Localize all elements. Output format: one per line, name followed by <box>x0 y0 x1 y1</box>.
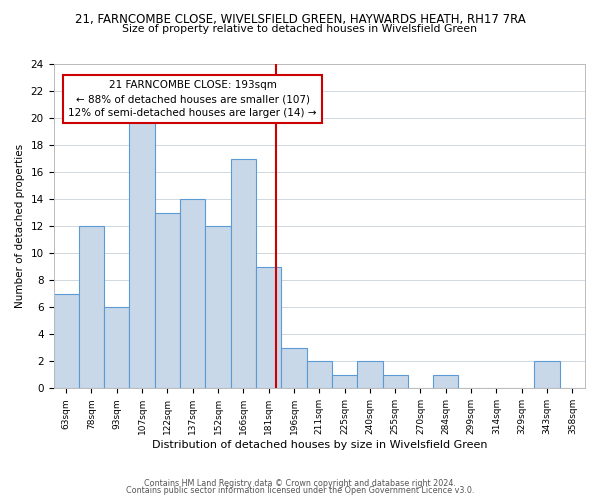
Bar <box>104 308 130 388</box>
Text: Contains HM Land Registry data © Crown copyright and database right 2024.: Contains HM Land Registry data © Crown c… <box>144 478 456 488</box>
Bar <box>230 158 256 388</box>
Bar <box>357 362 383 388</box>
Bar <box>256 266 281 388</box>
Bar <box>383 375 408 388</box>
Bar <box>205 226 230 388</box>
Bar <box>130 118 155 388</box>
X-axis label: Distribution of detached houses by size in Wivelsfield Green: Distribution of detached houses by size … <box>152 440 487 450</box>
Text: 21 FARNCOMBE CLOSE: 193sqm
← 88% of detached houses are smaller (107)
12% of sem: 21 FARNCOMBE CLOSE: 193sqm ← 88% of deta… <box>68 80 317 118</box>
Bar <box>433 375 458 388</box>
Bar <box>332 375 357 388</box>
Bar <box>53 294 79 388</box>
Bar <box>180 199 205 388</box>
Bar <box>535 362 560 388</box>
Bar <box>79 226 104 388</box>
Text: 21, FARNCOMBE CLOSE, WIVELSFIELD GREEN, HAYWARDS HEATH, RH17 7RA: 21, FARNCOMBE CLOSE, WIVELSFIELD GREEN, … <box>74 12 526 26</box>
Text: Contains public sector information licensed under the Open Government Licence v3: Contains public sector information licen… <box>126 486 474 495</box>
Bar <box>307 362 332 388</box>
Text: Size of property relative to detached houses in Wivelsfield Green: Size of property relative to detached ho… <box>122 24 478 34</box>
Bar <box>155 212 180 388</box>
Bar <box>281 348 307 389</box>
Y-axis label: Number of detached properties: Number of detached properties <box>15 144 25 308</box>
